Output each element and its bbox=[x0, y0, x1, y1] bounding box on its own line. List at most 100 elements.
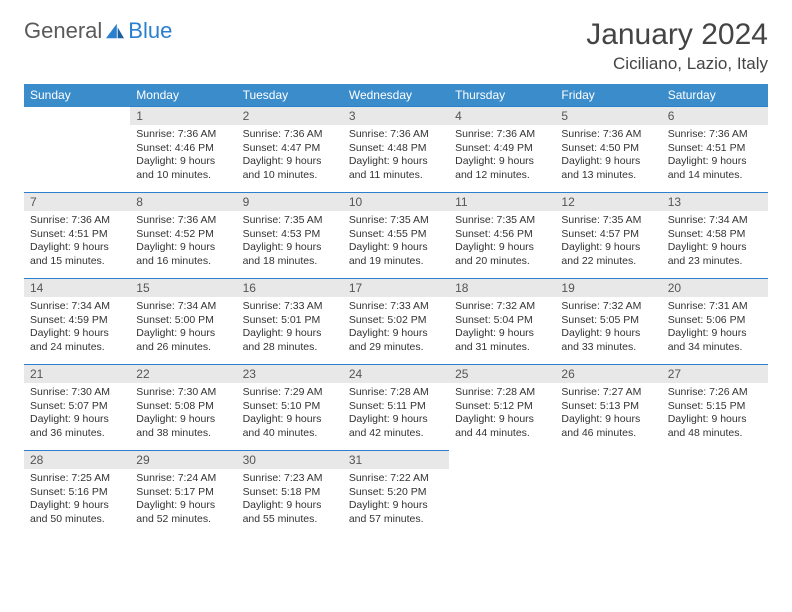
day-number: 21 bbox=[24, 365, 130, 383]
day-details: Sunrise: 7:36 AMSunset: 4:46 PMDaylight:… bbox=[130, 125, 236, 186]
weekday-header: Thursday bbox=[449, 84, 555, 107]
calendar-day-cell: 14Sunrise: 7:34 AMSunset: 4:59 PMDayligh… bbox=[24, 279, 130, 365]
calendar-day-cell: 6Sunrise: 7:36 AMSunset: 4:51 PMDaylight… bbox=[662, 107, 768, 193]
calendar-day-cell: 27Sunrise: 7:26 AMSunset: 5:15 PMDayligh… bbox=[662, 365, 768, 451]
calendar-day-cell: 1Sunrise: 7:36 AMSunset: 4:46 PMDaylight… bbox=[130, 107, 236, 193]
calendar-day-cell bbox=[555, 451, 661, 537]
day-details: Sunrise: 7:23 AMSunset: 5:18 PMDaylight:… bbox=[237, 469, 343, 530]
calendar-day-cell: 3Sunrise: 7:36 AMSunset: 4:48 PMDaylight… bbox=[343, 107, 449, 193]
page-title: January 2024 bbox=[586, 18, 768, 52]
day-details: Sunrise: 7:36 AMSunset: 4:50 PMDaylight:… bbox=[555, 125, 661, 186]
calendar-body: 1Sunrise: 7:36 AMSunset: 4:46 PMDaylight… bbox=[24, 107, 768, 537]
day-details: Sunrise: 7:31 AMSunset: 5:06 PMDaylight:… bbox=[662, 297, 768, 358]
calendar-day-cell: 5Sunrise: 7:36 AMSunset: 4:50 PMDaylight… bbox=[555, 107, 661, 193]
location-subtitle: Ciciliano, Lazio, Italy bbox=[586, 54, 768, 74]
calendar-day-cell: 19Sunrise: 7:32 AMSunset: 5:05 PMDayligh… bbox=[555, 279, 661, 365]
weekday-header-row: SundayMondayTuesdayWednesdayThursdayFrid… bbox=[24, 84, 768, 107]
calendar-day-cell bbox=[24, 107, 130, 193]
day-details: Sunrise: 7:27 AMSunset: 5:13 PMDaylight:… bbox=[555, 383, 661, 444]
day-number: 6 bbox=[662, 107, 768, 125]
day-details: Sunrise: 7:26 AMSunset: 5:15 PMDaylight:… bbox=[662, 383, 768, 444]
day-number: 3 bbox=[343, 107, 449, 125]
calendar-week-row: 1Sunrise: 7:36 AMSunset: 4:46 PMDaylight… bbox=[24, 107, 768, 193]
calendar-day-cell: 7Sunrise: 7:36 AMSunset: 4:51 PMDaylight… bbox=[24, 193, 130, 279]
day-number: 4 bbox=[449, 107, 555, 125]
weekday-header: Sunday bbox=[24, 84, 130, 107]
calendar-day-cell: 11Sunrise: 7:35 AMSunset: 4:56 PMDayligh… bbox=[449, 193, 555, 279]
day-details: Sunrise: 7:29 AMSunset: 5:10 PMDaylight:… bbox=[237, 383, 343, 444]
weekday-header: Wednesday bbox=[343, 84, 449, 107]
day-details: Sunrise: 7:28 AMSunset: 5:11 PMDaylight:… bbox=[343, 383, 449, 444]
day-number: 18 bbox=[449, 279, 555, 297]
day-details: Sunrise: 7:36 AMSunset: 4:51 PMDaylight:… bbox=[24, 211, 130, 272]
day-number: 26 bbox=[555, 365, 661, 383]
day-number: 27 bbox=[662, 365, 768, 383]
day-details: Sunrise: 7:22 AMSunset: 5:20 PMDaylight:… bbox=[343, 469, 449, 530]
day-number: 20 bbox=[662, 279, 768, 297]
title-block: January 2024 Ciciliano, Lazio, Italy bbox=[586, 18, 768, 74]
calendar-day-cell: 29Sunrise: 7:24 AMSunset: 5:17 PMDayligh… bbox=[130, 451, 236, 537]
day-details: Sunrise: 7:36 AMSunset: 4:47 PMDaylight:… bbox=[237, 125, 343, 186]
calendar-day-cell: 30Sunrise: 7:23 AMSunset: 5:18 PMDayligh… bbox=[237, 451, 343, 537]
calendar-day-cell: 22Sunrise: 7:30 AMSunset: 5:08 PMDayligh… bbox=[130, 365, 236, 451]
calendar-day-cell: 21Sunrise: 7:30 AMSunset: 5:07 PMDayligh… bbox=[24, 365, 130, 451]
calendar-day-cell: 2Sunrise: 7:36 AMSunset: 4:47 PMDaylight… bbox=[237, 107, 343, 193]
weekday-header: Monday bbox=[130, 84, 236, 107]
day-number: 10 bbox=[343, 193, 449, 211]
day-number: 1 bbox=[130, 107, 236, 125]
calendar-day-cell: 4Sunrise: 7:36 AMSunset: 4:49 PMDaylight… bbox=[449, 107, 555, 193]
day-details: Sunrise: 7:32 AMSunset: 5:04 PMDaylight:… bbox=[449, 297, 555, 358]
day-number: 23 bbox=[237, 365, 343, 383]
day-details: Sunrise: 7:34 AMSunset: 4:59 PMDaylight:… bbox=[24, 297, 130, 358]
brand-logo: General Blue bbox=[24, 18, 172, 44]
calendar-day-cell: 20Sunrise: 7:31 AMSunset: 5:06 PMDayligh… bbox=[662, 279, 768, 365]
calendar-day-cell: 9Sunrise: 7:35 AMSunset: 4:53 PMDaylight… bbox=[237, 193, 343, 279]
calendar-week-row: 21Sunrise: 7:30 AMSunset: 5:07 PMDayligh… bbox=[24, 365, 768, 451]
day-details: Sunrise: 7:25 AMSunset: 5:16 PMDaylight:… bbox=[24, 469, 130, 530]
day-details: Sunrise: 7:34 AMSunset: 5:00 PMDaylight:… bbox=[130, 297, 236, 358]
day-number: 7 bbox=[24, 193, 130, 211]
day-details: Sunrise: 7:36 AMSunset: 4:49 PMDaylight:… bbox=[449, 125, 555, 186]
day-number: 30 bbox=[237, 451, 343, 469]
calendar-day-cell: 15Sunrise: 7:34 AMSunset: 5:00 PMDayligh… bbox=[130, 279, 236, 365]
day-details: Sunrise: 7:36 AMSunset: 4:48 PMDaylight:… bbox=[343, 125, 449, 186]
calendar-week-row: 28Sunrise: 7:25 AMSunset: 5:16 PMDayligh… bbox=[24, 451, 768, 537]
calendar-week-row: 7Sunrise: 7:36 AMSunset: 4:51 PMDaylight… bbox=[24, 193, 768, 279]
day-number: 31 bbox=[343, 451, 449, 469]
day-number: 29 bbox=[130, 451, 236, 469]
day-details: Sunrise: 7:30 AMSunset: 5:07 PMDaylight:… bbox=[24, 383, 130, 444]
day-number: 14 bbox=[24, 279, 130, 297]
day-number: 9 bbox=[237, 193, 343, 211]
day-details: Sunrise: 7:32 AMSunset: 5:05 PMDaylight:… bbox=[555, 297, 661, 358]
day-number: 11 bbox=[449, 193, 555, 211]
day-details: Sunrise: 7:35 AMSunset: 4:57 PMDaylight:… bbox=[555, 211, 661, 272]
calendar-day-cell: 28Sunrise: 7:25 AMSunset: 5:16 PMDayligh… bbox=[24, 451, 130, 537]
calendar-day-cell: 17Sunrise: 7:33 AMSunset: 5:02 PMDayligh… bbox=[343, 279, 449, 365]
day-details: Sunrise: 7:24 AMSunset: 5:17 PMDaylight:… bbox=[130, 469, 236, 530]
calendar-day-cell: 26Sunrise: 7:27 AMSunset: 5:13 PMDayligh… bbox=[555, 365, 661, 451]
day-details: Sunrise: 7:36 AMSunset: 4:51 PMDaylight:… bbox=[662, 125, 768, 186]
day-number: 24 bbox=[343, 365, 449, 383]
brand-part2: Blue bbox=[128, 18, 172, 44]
day-number: 2 bbox=[237, 107, 343, 125]
calendar-table: SundayMondayTuesdayWednesdayThursdayFrid… bbox=[24, 84, 768, 537]
calendar-day-cell: 16Sunrise: 7:33 AMSunset: 5:01 PMDayligh… bbox=[237, 279, 343, 365]
header: General Blue January 2024 Ciciliano, Laz… bbox=[24, 18, 768, 74]
calendar-day-cell: 31Sunrise: 7:22 AMSunset: 5:20 PMDayligh… bbox=[343, 451, 449, 537]
brand-part1: General bbox=[24, 18, 102, 44]
calendar-day-cell bbox=[662, 451, 768, 537]
calendar-day-cell bbox=[449, 451, 555, 537]
day-number: 8 bbox=[130, 193, 236, 211]
day-number: 5 bbox=[555, 107, 661, 125]
day-details: Sunrise: 7:28 AMSunset: 5:12 PMDaylight:… bbox=[449, 383, 555, 444]
calendar-day-cell: 23Sunrise: 7:29 AMSunset: 5:10 PMDayligh… bbox=[237, 365, 343, 451]
day-number: 16 bbox=[237, 279, 343, 297]
day-number: 15 bbox=[130, 279, 236, 297]
weekday-header: Tuesday bbox=[237, 84, 343, 107]
day-details: Sunrise: 7:35 AMSunset: 4:53 PMDaylight:… bbox=[237, 211, 343, 272]
calendar-day-cell: 8Sunrise: 7:36 AMSunset: 4:52 PMDaylight… bbox=[130, 193, 236, 279]
calendar-day-cell: 13Sunrise: 7:34 AMSunset: 4:58 PMDayligh… bbox=[662, 193, 768, 279]
calendar-day-cell: 18Sunrise: 7:32 AMSunset: 5:04 PMDayligh… bbox=[449, 279, 555, 365]
day-details: Sunrise: 7:33 AMSunset: 5:02 PMDaylight:… bbox=[343, 297, 449, 358]
calendar-day-cell: 24Sunrise: 7:28 AMSunset: 5:11 PMDayligh… bbox=[343, 365, 449, 451]
